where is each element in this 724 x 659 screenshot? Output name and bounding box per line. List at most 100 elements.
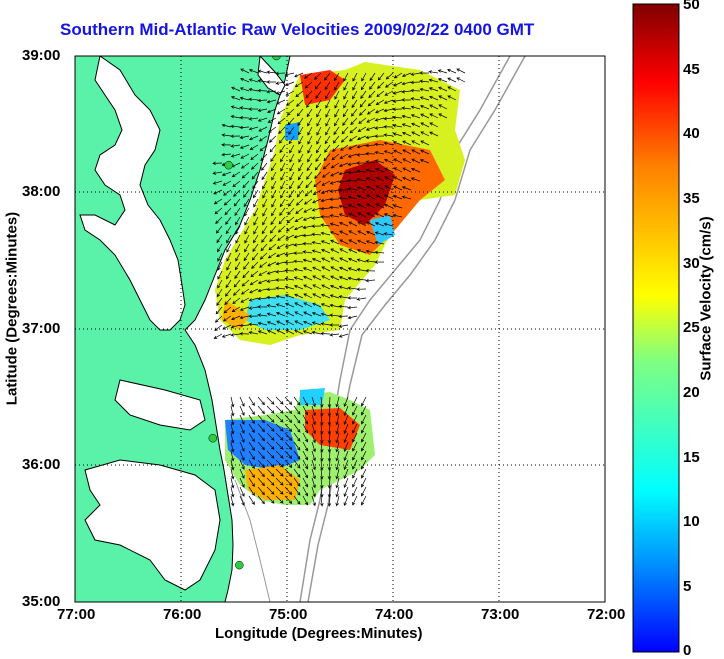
velocity-arrow	[266, 99, 277, 104]
station-marker	[224, 160, 233, 170]
velocity-arrow	[239, 423, 245, 434]
velocity-arrow	[402, 167, 412, 173]
velocity-arrow	[226, 234, 232, 244]
velocity-arrow	[288, 189, 295, 199]
velocity-arrow	[338, 180, 349, 184]
velocity-arrow	[287, 207, 295, 216]
velocity-arrow	[343, 72, 349, 82]
velocity-arrow	[270, 153, 277, 162]
velocity-arrow	[230, 333, 241, 337]
velocity-arrow	[248, 486, 255, 496]
colorbar-tick: 50	[683, 0, 700, 13]
colorbar-tick: 10	[683, 513, 700, 530]
velocity-arrow	[294, 329, 304, 335]
velocity-arrow	[248, 459, 255, 469]
velocity-arrow	[365, 126, 376, 131]
velocity-arrow	[257, 296, 268, 301]
velocity-arrow	[315, 90, 322, 99]
velocity-arrow	[266, 304, 277, 308]
velocity-arrow	[447, 86, 457, 92]
velocity-arrow	[357, 230, 367, 236]
velocity-arrow	[230, 468, 235, 480]
velocity-arrow	[312, 293, 322, 299]
velocity-arrow	[271, 180, 277, 190]
velocity-arrow	[293, 495, 301, 505]
velocity-arrow	[266, 405, 275, 414]
velocity-arrow	[335, 432, 340, 444]
velocity-arrow	[324, 135, 331, 145]
velocity-arrow	[311, 450, 316, 462]
velocity-arrow	[368, 90, 376, 99]
velocity-arrow	[361, 432, 367, 443]
velocity-arrow	[338, 324, 349, 328]
velocity-arrow	[374, 134, 385, 138]
velocity-arrow	[289, 171, 295, 181]
velocity-arrow	[248, 331, 259, 335]
velocity-arrow	[249, 288, 259, 294]
velocity-arrow	[267, 252, 277, 259]
velocity-arrow	[251, 261, 259, 269]
velocity-arrow	[320, 240, 331, 245]
velocity-arrow	[285, 234, 295, 240]
velocity-arrow	[284, 423, 293, 432]
velocity-arrow	[230, 324, 241, 329]
velocity-arrow	[257, 98, 268, 103]
velocity-arrow	[401, 123, 412, 128]
velocity-arrow	[213, 333, 223, 339]
velocity-arrow	[230, 414, 235, 426]
velocity-arrow	[324, 72, 331, 81]
velocity-arrow	[330, 248, 340, 254]
velocity-arrow	[234, 261, 241, 271]
velocity-arrow	[393, 81, 403, 87]
velocity-arrow	[311, 224, 322, 228]
velocity-arrow	[327, 405, 332, 417]
velocity-arrow	[276, 99, 286, 105]
velocity-arrow	[266, 495, 275, 504]
velocity-arrow	[286, 216, 295, 224]
velocity-arrow	[248, 87, 259, 92]
bay	[79, 56, 186, 331]
velocity-arrow	[311, 459, 316, 471]
station-marker	[208, 433, 218, 443]
velocity-arrow	[235, 216, 241, 226]
velocity-arrow	[284, 432, 293, 441]
velocity-arrow	[447, 77, 457, 83]
velocity-arrow	[244, 225, 250, 235]
velocity-arrow	[312, 284, 322, 290]
velocity-arrow	[226, 261, 232, 271]
velocity-arrow	[302, 468, 309, 479]
velocity-arrow	[239, 332, 250, 336]
velocity-arrow	[307, 144, 313, 154]
velocity-arrow	[343, 81, 349, 91]
velocity-arrow	[311, 432, 316, 444]
velocity-arrow	[222, 315, 232, 322]
velocity-arrow	[357, 221, 367, 227]
velocity-arrow	[277, 234, 286, 241]
velocity-arrow	[347, 153, 358, 158]
velocity-arrow	[223, 198, 232, 206]
velocity-arrow	[275, 468, 284, 477]
velocity-arrow	[284, 277, 295, 281]
velocity-arrow	[225, 225, 232, 235]
velocity-arrow	[420, 122, 430, 128]
velocity-arrow	[257, 405, 265, 415]
velocity-arrow	[271, 198, 277, 208]
velocity-arrow	[284, 495, 293, 504]
velocity-arrow	[329, 303, 340, 308]
velocity-arrow	[311, 414, 316, 426]
velocity-arrow	[241, 279, 250, 287]
station-marker	[235, 560, 244, 570]
velocity-arrow	[267, 329, 277, 335]
velocity-arrow	[352, 486, 358, 497]
velocity-arrow	[384, 185, 394, 191]
velocity-arrow	[293, 477, 301, 487]
velocity-arrow	[361, 396, 367, 407]
velocity-arrow	[266, 270, 277, 275]
velocity-arrow	[321, 248, 331, 254]
velocity-arrow	[257, 459, 265, 469]
velocity-arrow	[269, 225, 277, 234]
velocity-arrow	[248, 432, 255, 442]
velocity-arrow	[239, 135, 250, 140]
velocity-arrow	[338, 171, 349, 176]
velocity-arrow	[248, 97, 259, 102]
